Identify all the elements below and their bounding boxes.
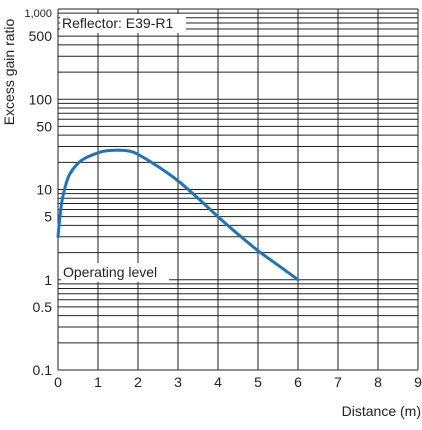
reflector-annotation: Reflector: E39-R1	[62, 15, 173, 31]
grid-layer	[57, 8, 419, 371]
y-tick-label: 10	[36, 182, 52, 198]
y-tick-label: 50	[36, 118, 52, 134]
x-tick-label: 6	[294, 374, 302, 390]
y-tick-label: 500	[29, 28, 53, 44]
y-tick-label: 1	[44, 272, 52, 288]
x-tick-label: 9	[414, 374, 422, 390]
annotation-background	[61, 263, 169, 282]
x-tick-label: 8	[374, 374, 382, 390]
x-tick-labels: 0 1 2 3 4 5 6 7 8 9	[54, 374, 422, 390]
excess-gain-curve	[56, 148, 300, 282]
y-axis-label: Excess gain ratio	[1, 18, 17, 125]
y-tick-label: 100	[29, 91, 53, 107]
x-axis-label: Distance (m)	[342, 403, 421, 419]
y-tick-label: 0.5	[33, 299, 53, 315]
x-tick-label: 4	[214, 374, 222, 390]
x-tick-label: 7	[334, 374, 342, 390]
x-tick-label: 0	[54, 374, 62, 390]
x-tick-label: 2	[134, 374, 142, 390]
series-layer	[56, 148, 300, 282]
x-tick-label: 5	[254, 374, 262, 390]
annotation-layer: Reflector: E39-R1 Operating level	[60, 14, 186, 282]
y-tick-label: 1,000	[24, 8, 52, 20]
x-tick-label: 3	[174, 374, 182, 390]
y-tick-label: 5	[44, 209, 52, 225]
y-tick-label: 0.1	[33, 362, 53, 378]
annotation-background	[60, 14, 186, 33]
x-tick-label: 1	[94, 374, 102, 390]
y-tick-labels: 0.1 0.5 1 5 10 50 100 500 1,000	[24, 8, 52, 378]
operating-level-annotation: Operating level	[63, 264, 157, 280]
